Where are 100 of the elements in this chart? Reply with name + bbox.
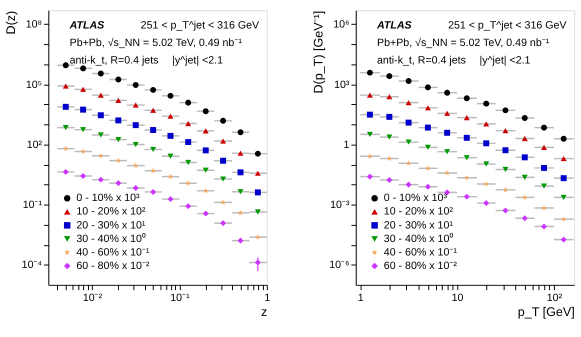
point [220, 220, 226, 226]
point [185, 160, 192, 166]
point [424, 144, 431, 150]
legend-label: 60 - 80% x 10⁻² [76, 260, 150, 272]
point [483, 100, 490, 107]
point [202, 168, 209, 173]
point [238, 169, 244, 176]
point [202, 128, 209, 134]
point [132, 82, 139, 88]
point [560, 136, 567, 142]
legend-label: 20 - 30% x 10¹ [384, 219, 454, 232]
point [560, 194, 567, 200]
annotation: |y^jet| <2.1 [172, 54, 224, 66]
point [425, 165, 431, 171]
legend-label: 20 - 30% x 10¹ [76, 219, 146, 232]
point [80, 148, 86, 154]
point [541, 144, 547, 150]
y-axis-title: D(z) [4, 10, 18, 34]
point [444, 130, 450, 136]
point [168, 132, 174, 139]
point [202, 210, 209, 217]
point [62, 125, 69, 130]
point [98, 70, 104, 76]
point [366, 132, 373, 137]
point [366, 92, 373, 98]
point [98, 92, 104, 98]
point [254, 150, 261, 157]
point [238, 189, 244, 194]
legend-label: 40 - 60% x 10⁻¹ [384, 246, 458, 258]
legend-label: 30 - 40% x 10⁰ [384, 232, 454, 245]
point [522, 115, 528, 122]
point [168, 154, 174, 159]
point [98, 176, 104, 183]
point [150, 86, 156, 93]
point [98, 112, 104, 118]
point [132, 102, 139, 108]
point [424, 124, 431, 131]
point [522, 215, 528, 222]
point [185, 120, 192, 126]
y-tick-label: 10⁵ [26, 78, 42, 91]
point [116, 158, 122, 164]
point [132, 142, 139, 148]
point [220, 118, 226, 124]
point [483, 181, 490, 186]
point [115, 137, 122, 142]
point [444, 110, 450, 116]
point [185, 203, 192, 210]
point [150, 108, 156, 113]
point [185, 180, 192, 186]
point [522, 174, 528, 180]
point [220, 176, 226, 182]
point [444, 90, 450, 96]
annotation: anti-k_t, R=0.4 jets [377, 54, 466, 66]
point [62, 62, 69, 68]
point [168, 174, 174, 180]
annotation: ATLAS [376, 20, 412, 32]
legend-label: 60 - 80% x 10⁻² [384, 260, 458, 272]
point [386, 114, 392, 120]
x-tick-label: 10 [452, 292, 464, 304]
legend-label: 10 - 20% x 10² [76, 206, 146, 218]
point [80, 172, 86, 179]
point [424, 84, 431, 90]
point [185, 100, 192, 106]
x-tick-label: 10⁻¹ [170, 292, 190, 304]
point [168, 196, 174, 202]
annotation: 251 < p_T^jet < 316 GeV [448, 20, 568, 32]
point [202, 188, 209, 194]
point [238, 238, 244, 244]
x-tick-label: 10⁻² [82, 292, 103, 304]
point [366, 174, 373, 180]
legend-label: 10 - 20% x 10² [384, 206, 454, 218]
annotation: Pb+Pb, √s_NN = 5.02 TeV, 0.49 nb⁻¹ [377, 37, 550, 50]
point [464, 194, 470, 200]
y-tick-label: 10⁻⁶ [329, 259, 350, 272]
x-axis-title: z [261, 305, 268, 320]
y-tick-label: 10² [26, 138, 43, 151]
point [483, 121, 490, 126]
point [185, 139, 192, 146]
point [386, 177, 392, 183]
point [502, 186, 508, 192]
point [560, 216, 566, 222]
y-tick-label: 10³ [334, 78, 350, 91]
point [80, 127, 86, 132]
point [254, 189, 261, 196]
point [220, 138, 226, 144]
point [386, 134, 392, 140]
point [464, 134, 470, 141]
point [80, 106, 86, 113]
point [386, 156, 392, 161]
point [464, 115, 470, 120]
point [238, 210, 244, 216]
point [202, 108, 209, 114]
point [522, 194, 528, 200]
point [255, 234, 261, 240]
point [560, 236, 567, 243]
y-tick-label: 10⁶ [333, 18, 350, 31]
point [464, 155, 470, 160]
legend-label: 0 - 10% x 10³ [384, 192, 448, 204]
point [406, 182, 412, 188]
point [238, 150, 244, 156]
